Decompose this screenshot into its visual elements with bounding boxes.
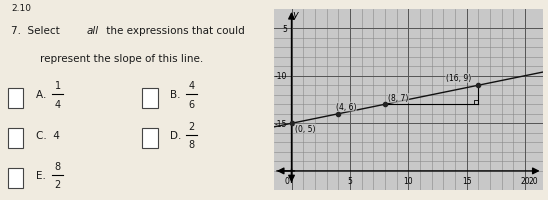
Text: (16, 9): (16, 9) [446,74,471,83]
Text: the expressions that could: the expressions that could [103,26,244,36]
Text: 6: 6 [189,99,195,109]
Text: y: y [292,10,298,20]
Text: 4: 4 [54,99,61,109]
Text: E.: E. [36,170,49,180]
Text: represent the slope of this line.: represent the slope of this line. [39,54,203,64]
Text: 2: 2 [54,179,61,189]
Text: 2.10: 2.10 [11,4,31,13]
Text: (4, 6): (4, 6) [336,103,356,111]
Text: 4: 4 [189,81,195,91]
Text: 5: 5 [282,24,287,33]
Text: 7.  Select: 7. Select [11,26,63,36]
Text: (0, 5): (0, 5) [295,124,316,133]
Text: 15: 15 [462,176,471,185]
Text: 8: 8 [189,139,195,149]
Text: 5: 5 [347,176,352,185]
Text: -15: -15 [275,119,287,128]
Bar [8,88,23,108]
Text: 1: 1 [54,81,61,91]
Text: all: all [87,26,99,36]
Text: A.: A. [36,90,49,100]
Text: C.  4: C. 4 [36,130,60,140]
Text: 20: 20 [528,176,538,185]
Text: 2: 2 [189,121,195,131]
Bar [142,128,158,148]
Text: 0: 0 [284,176,289,185]
Text: -10: -10 [275,72,287,81]
Bar [8,168,23,188]
Text: 8: 8 [54,161,61,171]
Text: D.: D. [170,130,185,140]
Bar [142,88,158,108]
Text: 10: 10 [403,176,413,185]
Text: 20: 20 [520,176,530,185]
Bar [8,128,23,148]
Text: B.: B. [170,90,184,100]
Text: (8, 7): (8, 7) [389,94,409,103]
